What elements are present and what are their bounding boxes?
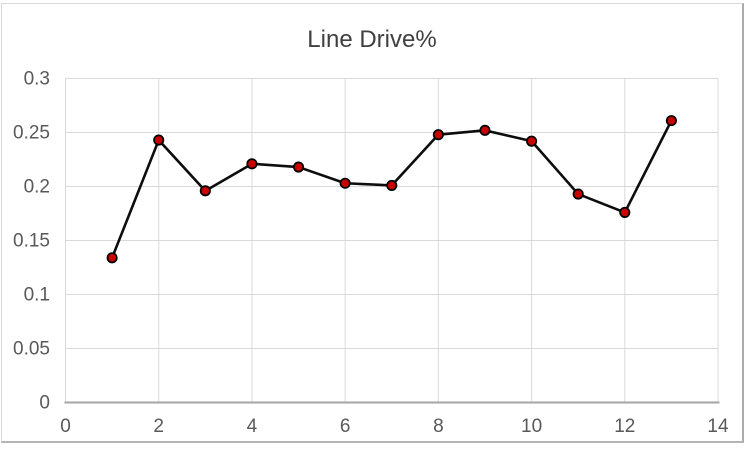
data-point-marker: [199, 185, 211, 197]
y-axis-tick-label: 0.1: [24, 285, 50, 306]
y-axis-tick-label: 0.25: [13, 123, 50, 144]
x-axis-tick-label: 10: [521, 416, 542, 437]
x-axis-tick-label: 2: [153, 416, 164, 437]
y-axis-tick-label: 0: [39, 393, 50, 414]
chart-title: Line Drive%: [307, 26, 437, 53]
data-point-marker: [246, 158, 258, 170]
data-point-marker: [479, 124, 491, 136]
x-axis-tick-label: 0: [60, 416, 71, 437]
data-point-marker: [619, 206, 631, 218]
data-point-marker: [572, 188, 584, 200]
data-point-marker: [339, 177, 351, 189]
y-axis-tick-label: 0.05: [13, 339, 50, 360]
data-point-marker: [153, 134, 165, 146]
data-point-marker: [665, 115, 677, 127]
data-point-marker: [292, 161, 305, 173]
data-point-marker: [106, 252, 118, 264]
data-point-marker: [386, 179, 398, 191]
y-axis-tick-label: 0.2: [24, 177, 50, 198]
x-axis-tick-label: 4: [247, 416, 258, 437]
y-axis-tick-label: 0.15: [13, 231, 50, 252]
data-point-marker: [526, 135, 538, 147]
x-axis-tick-label: 8: [433, 416, 444, 437]
y-axis-tick-label: 0.3: [24, 69, 50, 90]
x-axis-tick-label: 12: [614, 416, 635, 437]
x-axis-tick-label: 6: [340, 416, 351, 437]
x-axis-tick-label: 14: [707, 416, 729, 437]
data-point-marker: [432, 129, 444, 141]
